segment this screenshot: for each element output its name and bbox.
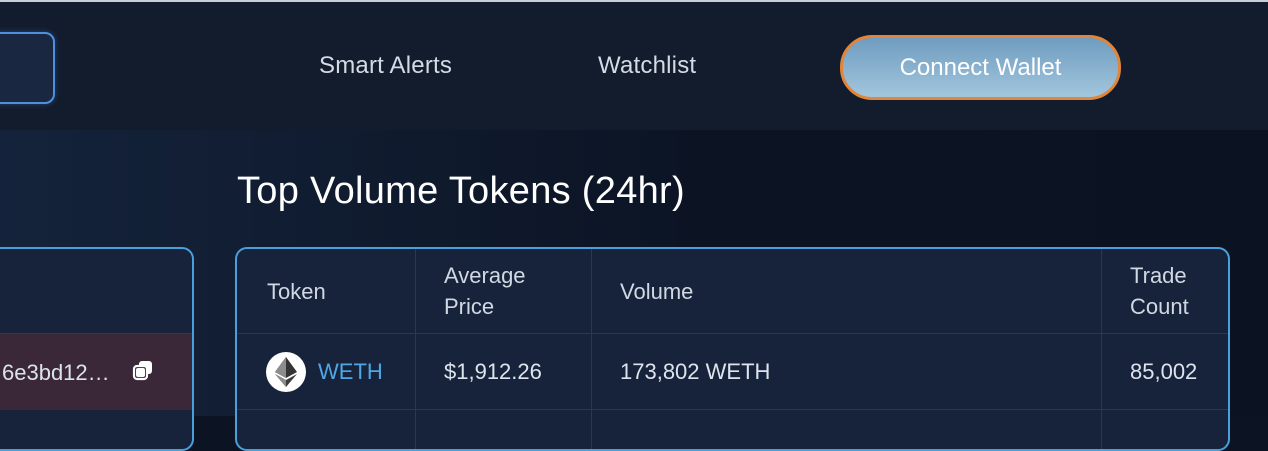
row-divider [237,409,1228,410]
left-table-panel: 6e3bd12… [0,247,194,451]
header-row-divider [237,333,1228,334]
header-trade-count-line2[interactable]: Count [1130,294,1189,319]
column-divider [1101,249,1102,449]
column-divider [415,249,416,449]
header-average-price-line2[interactable]: Price [444,294,495,319]
header-trade-count-line1[interactable]: Trade [1130,263,1187,288]
nav-link-watchlist[interactable]: Watchlist [598,52,697,79]
top-volume-tokens-table: Token Average Price Volume Trade Count W… [235,247,1230,451]
header-token[interactable]: Token [267,279,326,304]
trade-count-cell: 85,002 [1130,359,1198,384]
top-navbar: Smart Alerts Watchlist Connect Wallet [0,2,1268,130]
header-average-price-line1[interactable]: Average [444,263,526,288]
main-content: Top Volume Tokens (24hr) 6e3bd12… Token … [0,130,1268,451]
header-volume[interactable]: Volume [620,279,694,304]
volume-cell: 173,802 WETH [620,359,771,384]
left-table-row[interactable]: 6e3bd12… [0,333,192,410]
token-link-weth[interactable]: WETH [318,359,383,384]
column-divider [591,249,592,449]
nav-link-smart-alerts[interactable]: Smart Alerts [319,52,453,79]
section-title: Top Volume Tokens (24hr) [237,170,685,212]
ethereum-icon [266,352,306,392]
address-text: 6e3bd12… [2,360,110,385]
average-price-cell: $1,912.26 [444,359,542,384]
window-top-edge [0,0,1268,2]
copy-icon[interactable] [132,360,154,382]
connect-wallet-button[interactable]: Connect Wallet [840,35,1121,100]
search-box[interactable] [0,32,55,104]
